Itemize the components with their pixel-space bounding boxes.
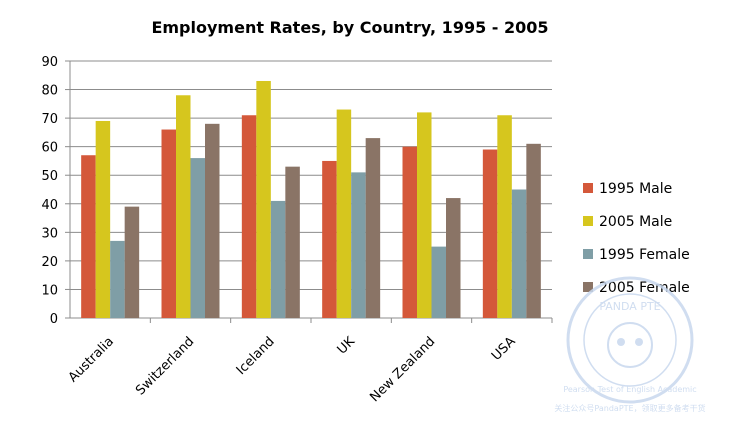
bar-2005-male <box>256 80 271 318</box>
legend-swatch <box>583 183 593 193</box>
category-labels: Australia Switzerland Iceland UK New Zealand… <box>66 334 519 405</box>
legend-label: 2005 Female <box>599 280 690 296</box>
bar-2005-female <box>446 198 461 318</box>
gridlines <box>70 60 552 290</box>
bar-2005-female <box>285 166 300 318</box>
y-tick-label: 20 <box>41 255 58 270</box>
bar-1995-male <box>482 149 498 318</box>
bar-2005-male <box>336 109 352 319</box>
panda-face-icon <box>607 322 653 368</box>
chart-title: Employment Rates, by Country, 1995 - 200… <box>151 18 548 37</box>
y-tick-label: 0 <box>50 312 58 327</box>
y-tick-label: 30 <box>41 226 58 241</box>
bar-2005-male <box>497 115 512 318</box>
bar-1995-female <box>110 240 125 318</box>
axes: 0 10 20 30 40 50 60 70 80 90 <box>41 55 553 327</box>
watermark-brand: PANDA PTE <box>599 300 660 313</box>
x-tick-label: Iceland <box>234 334 278 378</box>
y-tick-label: 90 <box>41 55 58 70</box>
legend-swatch <box>583 216 593 226</box>
legend-label: 1995 Male <box>599 181 672 197</box>
bar-2005-female <box>124 206 140 318</box>
bar-1995-female <box>351 172 366 318</box>
bar-2005-male <box>417 112 432 319</box>
legend-swatch <box>583 282 593 292</box>
bar-1995-male <box>161 129 176 318</box>
legend-swatch <box>583 249 593 259</box>
bar-1995-female <box>270 200 286 318</box>
watermark-inner-ring <box>583 293 677 387</box>
bar-2005-female <box>205 123 220 318</box>
bar-1995-male <box>81 155 96 318</box>
bar-1995-male <box>241 115 257 318</box>
y-tick-label: 80 <box>41 84 58 99</box>
bar-2005-male <box>176 95 191 319</box>
y-tick-label: 60 <box>41 141 58 156</box>
y-tick-label: 10 <box>41 283 58 298</box>
y-tick-label: 50 <box>41 169 58 184</box>
watermark-ring-text: Pearson Test of English Academic <box>563 385 696 394</box>
panda-eye-icon <box>617 338 625 346</box>
bar-1995-male <box>322 160 337 318</box>
panda-eye-icon <box>635 338 643 346</box>
x-tick-label: Australia <box>66 334 117 385</box>
legend: 1995 Male 2005 Male 1995 Female 2005 Female <box>583 181 690 296</box>
x-tick-label: New Zealand <box>367 334 438 405</box>
watermark-ring <box>566 276 694 404</box>
y-tick-label: 70 <box>41 112 58 127</box>
watermark-footer: 关注公众号PandaPTE，领取更多备考干货 <box>554 403 705 413</box>
bar-1995-female <box>190 158 205 318</box>
bar-1995-male <box>402 146 417 318</box>
legend-label: 1995 Female <box>599 247 690 263</box>
x-tick-label: Switzerland <box>133 334 197 398</box>
bar-1995-female <box>431 246 446 318</box>
watermark-logo: PANDA PTE Pearson Test of English Academ… <box>554 276 706 413</box>
bars <box>81 80 541 319</box>
x-tick-label: USA <box>489 334 519 364</box>
x-tick-label: UK <box>335 334 359 358</box>
bar-1995-female <box>511 189 527 318</box>
bar-2005-female <box>365 138 381 318</box>
legend-label: 2005 Male <box>599 214 672 230</box>
bar-2005-female <box>526 143 541 318</box>
bar-2005-male <box>95 120 111 318</box>
y-tick-label: 40 <box>41 198 58 213</box>
